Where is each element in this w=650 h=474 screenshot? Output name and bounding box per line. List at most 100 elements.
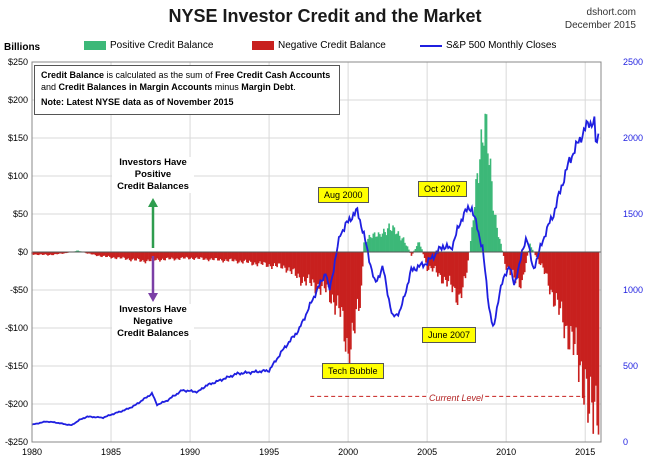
annotation-negative-line2: Negative xyxy=(133,316,173,327)
credit-bar-negative xyxy=(311,252,314,280)
credit-bar-negative xyxy=(267,252,269,267)
credit-bar-negative xyxy=(265,252,268,267)
credit-bar-positive xyxy=(371,238,373,252)
credit-bar-negative xyxy=(126,252,128,260)
info-text-4: . xyxy=(293,82,296,92)
info-term-credit-balance: Credit Balance xyxy=(41,70,105,80)
credit-bar-negative xyxy=(526,252,529,256)
credit-bar-negative xyxy=(338,252,340,309)
credit-bar-negative xyxy=(423,252,426,258)
credit-bar-negative xyxy=(437,252,439,277)
credit-bar-negative xyxy=(139,252,141,262)
credit-bar-positive xyxy=(384,232,386,252)
credit-bar-negative xyxy=(323,252,326,289)
right-tick-label: 1000 xyxy=(623,285,643,295)
credit-bar-negative xyxy=(227,252,230,262)
credit-bar-negative xyxy=(205,252,207,259)
credit-bar-negative xyxy=(94,252,97,256)
credit-bar-negative xyxy=(346,252,348,338)
left-tick-label: $0 xyxy=(18,247,28,257)
credit-bar-negative xyxy=(290,252,293,275)
credit-bar-negative xyxy=(99,252,102,257)
credit-bar-negative xyxy=(231,252,234,262)
annotation-positive-line2: Positive xyxy=(134,169,172,180)
credit-bar-negative xyxy=(294,252,297,276)
credit-bar-negative xyxy=(49,252,52,255)
credit-bar-negative xyxy=(277,252,280,264)
credit-bar-negative xyxy=(587,252,589,423)
credit-bar-positive xyxy=(487,153,489,252)
left-tick-label: -$150 xyxy=(5,361,28,371)
credit-bar-positive xyxy=(500,243,502,252)
credit-bar-positive xyxy=(476,173,479,252)
credit-bar-negative xyxy=(95,252,98,257)
credit-bar-positive xyxy=(472,220,475,252)
credit-bar-positive xyxy=(377,232,380,252)
credit-bar-positive xyxy=(402,237,405,252)
credit-bar-negative xyxy=(218,252,220,261)
credit-bar-negative xyxy=(332,252,335,303)
credit-bar-negative xyxy=(454,252,456,288)
credit-bar-negative xyxy=(159,252,161,262)
credit-bar-negative xyxy=(450,252,452,285)
credit-bar-negative xyxy=(339,252,342,317)
credit-bar-negative xyxy=(329,252,331,303)
credit-bar-negative xyxy=(169,252,172,260)
credit-bar-negative xyxy=(348,252,351,372)
credit-bar-negative xyxy=(219,252,222,259)
credit-bar-negative xyxy=(558,252,560,315)
legend-negative: Negative Credit Balance xyxy=(252,40,386,51)
credit-bar-negative xyxy=(272,252,274,267)
credit-bar-negative xyxy=(566,252,568,326)
credit-bar-negative xyxy=(543,252,546,275)
credit-bar-positive xyxy=(492,210,494,252)
credit-bar-negative xyxy=(45,252,48,255)
callout-oct-2007: Oct 2007 xyxy=(418,181,467,197)
credit-bar-negative xyxy=(285,252,288,273)
credit-bar-negative xyxy=(122,252,124,257)
info-line-1: Credit Balance is calculated as the sum … xyxy=(41,69,333,81)
credit-bar-negative xyxy=(59,252,61,254)
credit-bar-negative xyxy=(161,252,164,259)
credit-bar-negative xyxy=(116,252,119,258)
credit-bar-negative xyxy=(552,252,555,307)
arrow-positive-head xyxy=(148,198,158,207)
credit-bar-negative xyxy=(443,252,446,277)
x-tick-label: 2010 xyxy=(496,447,516,457)
credit-bar-negative xyxy=(464,252,467,279)
credit-bar-positive xyxy=(405,245,408,252)
credit-bar-negative xyxy=(209,252,211,260)
credit-bar-negative xyxy=(107,252,110,256)
credit-bar-negative xyxy=(564,252,567,327)
credit-bar-negative xyxy=(61,252,64,254)
callout-aug-2000: Aug 2000 xyxy=(318,187,369,203)
credit-bar-negative xyxy=(584,252,587,370)
credit-bar-positive xyxy=(367,238,369,252)
chart-title: NYSE Investor Credit and the Market xyxy=(168,6,482,26)
credit-bar-negative xyxy=(44,252,47,255)
annotation-positive-line1: Investors Have xyxy=(119,157,187,168)
credit-bar-negative xyxy=(136,252,139,259)
credit-bar-negative xyxy=(595,252,597,386)
credit-bar-negative xyxy=(572,252,575,356)
credit-bar-negative xyxy=(301,252,303,283)
right-axis-ticks: 0 500 1000 1500 2000 2500 xyxy=(623,57,643,447)
credit-bar-negative xyxy=(222,252,224,263)
credit-bar-negative xyxy=(176,252,178,259)
credit-bar-negative xyxy=(568,252,571,350)
credit-bar-negative xyxy=(271,252,273,270)
credit-bar-negative xyxy=(581,252,584,399)
credit-bar-negative xyxy=(309,252,311,284)
credit-bar-negative xyxy=(539,252,542,266)
credit-bar-negative xyxy=(361,252,364,267)
credit-bar-negative xyxy=(256,252,259,267)
info-text-1: is calculated as the sum of xyxy=(104,70,216,80)
credit-bar-negative xyxy=(215,252,218,259)
credit-bar-negative xyxy=(185,252,188,257)
credit-bar-negative xyxy=(201,252,203,258)
credit-bar-negative xyxy=(434,252,437,266)
credit-bar-negative xyxy=(168,252,170,260)
credit-bar-positive xyxy=(372,233,375,252)
credit-bar-negative xyxy=(456,252,459,306)
